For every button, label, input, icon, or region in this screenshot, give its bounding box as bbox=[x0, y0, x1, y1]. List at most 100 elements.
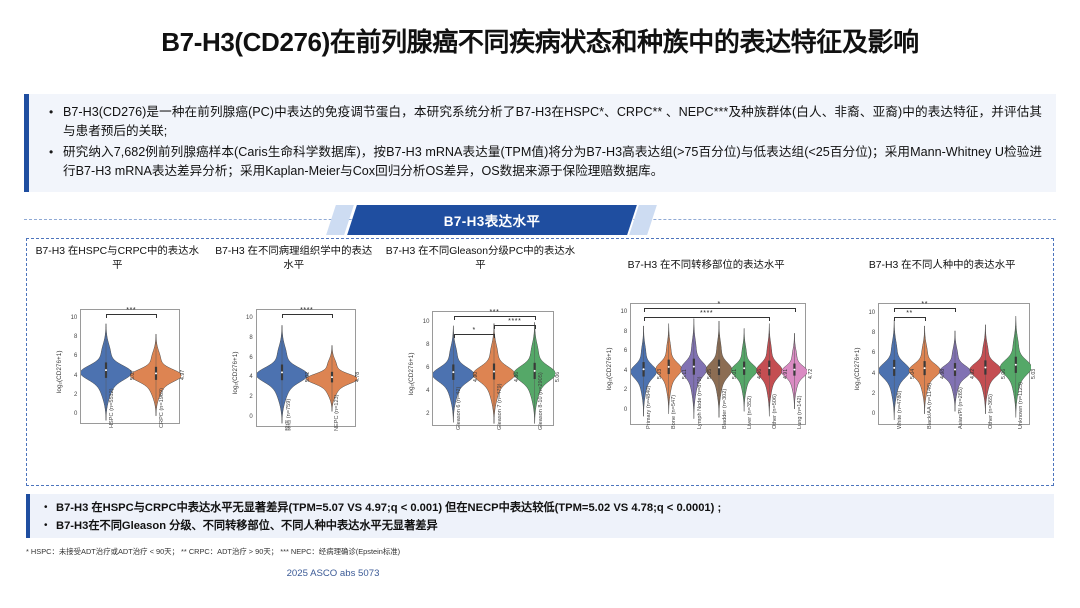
intro-panel: • B7-H3(CD276)是一种在前列腺癌(PC)中表达的免疫调节蛋白，本研究… bbox=[24, 94, 1056, 192]
violin-mean-label: 4.97 bbox=[179, 370, 186, 381]
source-citation: 2025 ASCO abs 5073 bbox=[286, 568, 380, 579]
y-tick-label: 10 bbox=[868, 309, 876, 316]
y-tick-label: 6 bbox=[871, 350, 876, 357]
violin-mean-label: 5.05 bbox=[707, 368, 714, 379]
section-banner: B7-H3表达水平 bbox=[0, 205, 1080, 235]
x-tick-label: Primary (n=4840) bbox=[646, 385, 653, 429]
violin-mean-label: 5.11 bbox=[681, 368, 688, 379]
chart-title-histology: B7-H3 在不同病理组织学中的表达水平 bbox=[215, 246, 373, 271]
page-title: B7-H3(CD276)在前列腺癌不同疾病状态和种族中的表达特征及影响 bbox=[161, 27, 919, 57]
x-tick-label: Bladder (n=302) bbox=[721, 388, 728, 429]
x-tick-label: Gleason 7 (n=479) bbox=[496, 383, 503, 431]
violin-mean-label: 5.04 bbox=[909, 368, 916, 379]
significance-bracket bbox=[494, 325, 536, 326]
significance-bracket-tick bbox=[794, 308, 796, 312]
bullet-marker-icon: • bbox=[44, 502, 48, 513]
y-tick-label: 4 bbox=[249, 374, 253, 381]
y-tick-label: 6 bbox=[249, 354, 253, 361]
x-tick-label: CRPC (n=1969) bbox=[158, 388, 165, 428]
violin-series bbox=[631, 318, 808, 419]
y-tick-label: 4 bbox=[871, 370, 876, 377]
significance-bracket-tick bbox=[955, 308, 957, 312]
chart-panel-gleason: B7-H3 在不同Gleason分级PC中的表达水平 log₂(CD276+1) 2… bbox=[380, 239, 581, 485]
intro-text-2: 研究纳入7,682例前列腺癌样本(Caris生命科学数据库)，按B7-H3 mR… bbox=[63, 145, 1042, 178]
footnote: * HSPC：未接受ADT治疗或ADT治疗 < 90天； ** CRPC：ADT… bbox=[26, 547, 401, 556]
significance-stars: * bbox=[472, 327, 476, 334]
violin-mean-label: 4.91 bbox=[782, 368, 789, 379]
x-tick-label: Asian/PI (n=265) bbox=[957, 387, 964, 429]
significance-bracket-tick bbox=[156, 314, 158, 318]
significance-stars: **** bbox=[699, 310, 714, 317]
y-tick-label: 6 bbox=[73, 353, 78, 360]
intro-text-1: B7-H3(CD276)是一种在前列腺癌(PC)中表达的免疫调节蛋白，本研究系统… bbox=[63, 105, 1042, 138]
significance-bracket-tick bbox=[453, 334, 455, 338]
bullet-marker-icon: • bbox=[44, 520, 48, 531]
chart-panel-metastatic-site: B7-H3 在不同转移部位的表达水平 log₂(CD276+1) 0 2 4 6 8 10 5.… bbox=[581, 239, 831, 485]
x-tick-label: Liver (n=352) bbox=[746, 395, 753, 429]
plot-area-metastatic-site: log₂(CD276+1) 0 2 4 6 8 10 5.03 5.11 5.05 5.01 4.96… bbox=[598, 275, 814, 493]
significance-bracket-tick bbox=[281, 314, 283, 318]
x-tick-label: Black/AA (n=1146) bbox=[927, 382, 934, 429]
intro-bullet-1: • B7-H3(CD276)是一种在前列腺癌(PC)中表达的免疫调节蛋白，本研究… bbox=[47, 103, 1042, 141]
violin-mean-label: 4.72 bbox=[807, 368, 814, 379]
violin-series bbox=[879, 315, 1032, 421]
y-tick-label: 4 bbox=[426, 388, 430, 394]
plot-area-race: log₂(CD276+1) 0 2 4 6 8 10 5.04 4.98 4.92 5.06 5.03… bbox=[846, 275, 1038, 493]
violin-mean-label: 4.98 bbox=[940, 368, 947, 379]
significance-bracket-tick bbox=[894, 317, 896, 321]
y-tick-label: 4 bbox=[73, 372, 78, 379]
violin-mean-label: 5.06 bbox=[1000, 368, 1007, 379]
significance-stars: ** bbox=[921, 301, 929, 308]
significance-stars: *** bbox=[489, 309, 500, 316]
chart-title-race: B7-H3 在不同人种中的表达水平 bbox=[868, 260, 1016, 271]
significance-bracket bbox=[894, 317, 925, 318]
y-tick-label: 8 bbox=[249, 335, 253, 341]
conclusion-text-2: B7-H3在不同Gleason 分级、不同转移部位、不同人种中表达水平无显著差异 bbox=[56, 520, 438, 532]
chart-panel-race: B7-H3 在不同人种中的表达水平 log₂(CD276+1) 0 2 4 6 8 10 5.0… bbox=[831, 239, 1053, 485]
significance-bracket-tick bbox=[769, 317, 771, 321]
significance-bracket bbox=[106, 314, 157, 315]
x-tick-label: NEPC (n=123) bbox=[334, 394, 341, 431]
significance-stars: **** bbox=[508, 318, 522, 325]
conclusion-bullet-2: • B7-H3在不同Gleason 分级、不同转移部位、不同人种中表达水平无显著… bbox=[44, 517, 1044, 535]
y-tick-label: 10 bbox=[70, 315, 78, 322]
y-tick-label: 8 bbox=[426, 342, 430, 348]
y-tick-label: 4 bbox=[623, 367, 628, 374]
x-tick-label: Bone (n=547) bbox=[671, 394, 678, 429]
x-tick-label: Unknown (n=1123) bbox=[1018, 381, 1025, 429]
x-tick-label: Gleason 6 (n=42) bbox=[456, 386, 463, 430]
significance-bracket-tick bbox=[494, 334, 496, 338]
y-axis-label: log₂(CD276+1) bbox=[854, 347, 862, 390]
violin-series bbox=[433, 322, 556, 424]
violin-mean-label: 4.92 bbox=[970, 368, 977, 379]
y-axis-label: log₂(CD276+1) bbox=[231, 351, 239, 394]
significance-bracket-tick bbox=[894, 308, 896, 312]
violin-series bbox=[256, 325, 357, 424]
significance-bracket bbox=[453, 334, 495, 335]
violin-mean-label: 5.03 bbox=[1031, 368, 1038, 379]
chart-title-hspc-crpc: B7-H3 在HSPC与CRPC中的表达水平 bbox=[35, 246, 199, 271]
y-tick-label: 0 bbox=[249, 413, 253, 420]
y-tick-label: 2 bbox=[623, 387, 628, 394]
plot-area-histology: log₂(CD276+1) 0 2 4 6 8 10 5.02 4.78 腺癌 (n=759) NE… bbox=[224, 275, 364, 495]
significance-bracket bbox=[453, 316, 536, 317]
violin-mean-label: 4.86 bbox=[514, 372, 521, 383]
x-tick-label: Other (n=365) bbox=[988, 394, 995, 429]
violin-series bbox=[81, 323, 182, 421]
plot-area-gleason: log₂(CD276+1) 2 4 6 8 10 4.90 4.86 5.06 Gleason 6… bbox=[398, 275, 562, 494]
intro-bullet-2: • 研究纳入7,682例前列腺癌样本(Caris生命科学数据库)，按B7-H3 … bbox=[47, 143, 1042, 181]
violin-mean-label: 4.96 bbox=[757, 368, 764, 379]
chart-panel-histology: B7-H3 在不同病理组织学中的表达水平 log₂(CD276+1) 0 2 4 6 8 10… bbox=[208, 239, 380, 485]
significance-bracket-tick bbox=[453, 316, 455, 320]
y-tick-label: 6 bbox=[623, 348, 628, 355]
y-tick-label: 0 bbox=[871, 411, 876, 418]
y-tick-label: 0 bbox=[623, 406, 628, 413]
chart-panels-row: B7-H3 在HSPC与CRPC中的表达水平 log₂(CD276+1) 0 2 4 6 8… bbox=[27, 239, 1053, 485]
violin-mean-label: 4.78 bbox=[355, 372, 362, 383]
bullet-marker-icon: • bbox=[49, 105, 54, 119]
violin-mean-label: 5.03 bbox=[656, 368, 663, 379]
significance-bracket-tick bbox=[643, 317, 645, 321]
significance-stars: *** bbox=[126, 307, 137, 314]
y-tick-label: 8 bbox=[73, 334, 78, 341]
violin-mean-label: 4.90 bbox=[473, 372, 480, 383]
